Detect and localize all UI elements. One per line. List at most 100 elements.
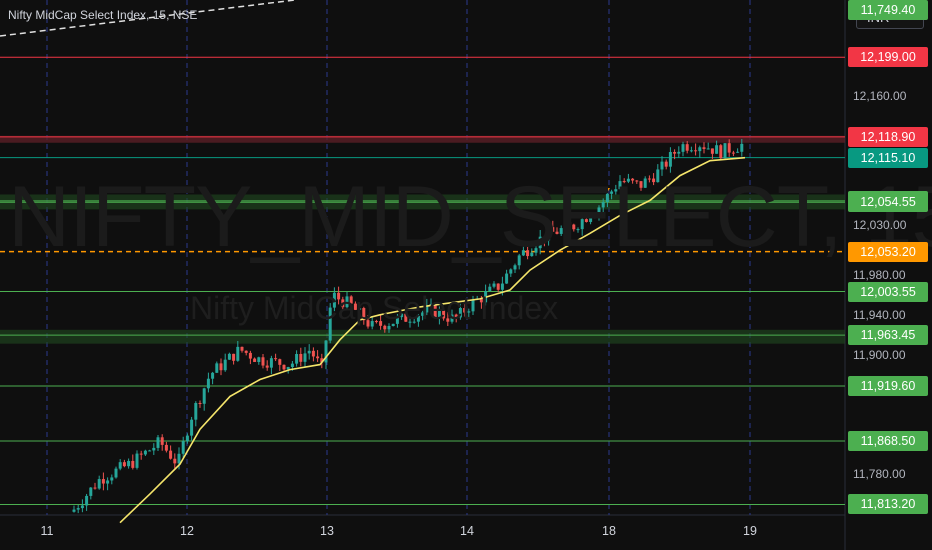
y-tick-label: 11,900.00 [853, 347, 906, 362]
candle-up [618, 181, 622, 190]
candle-up [437, 310, 441, 318]
candle-up [223, 359, 227, 371]
candle-down [374, 321, 378, 323]
candle-down [702, 147, 706, 149]
moving-average-line [119, 156, 746, 524]
candle-up [589, 217, 593, 222]
candle-up [689, 150, 693, 152]
price-label: 12,118.90 [848, 126, 928, 147]
candle-up [97, 479, 101, 489]
candle-down [299, 354, 303, 362]
candle-up [488, 286, 492, 292]
candle-up [563, 222, 567, 229]
candle-down [240, 346, 244, 351]
candle-up [660, 161, 664, 170]
candle-up [698, 147, 702, 152]
candle-up [668, 152, 672, 167]
candle-up [391, 323, 395, 327]
candle-down [383, 325, 387, 330]
candle-down [652, 178, 656, 183]
symbol-watermark: NIFTY_MID_SELECT, 15 [8, 169, 932, 265]
candle-down [572, 224, 576, 230]
candle-up [509, 269, 513, 274]
candle-down [496, 283, 500, 290]
x-tick-label: 12 [180, 524, 194, 538]
candle-down [198, 403, 202, 405]
price-label: 11,749.40 [848, 0, 928, 20]
candle-up [597, 207, 601, 215]
support-zone [0, 329, 845, 344]
candle-up [269, 358, 273, 368]
candle-up [106, 480, 110, 484]
candle-down [353, 303, 357, 310]
candle-down [622, 181, 626, 183]
price-label: 11,963.45 [848, 325, 928, 346]
candle-down [463, 308, 467, 313]
candle-up [257, 357, 261, 362]
candle-up [211, 372, 215, 379]
candle-up [114, 468, 118, 478]
candle-up [610, 191, 614, 194]
candle-down [584, 219, 588, 222]
candle-up [303, 353, 307, 362]
y-tick-label: 12,160.00 [853, 89, 907, 103]
candle-up [152, 447, 156, 451]
candle-down [169, 450, 173, 459]
candle-up [458, 308, 462, 318]
candle-up [723, 143, 727, 159]
candle-down [639, 181, 643, 188]
candle-up [135, 453, 139, 468]
candle-down [568, 222, 572, 225]
candle-up [227, 353, 231, 360]
candle-up [206, 378, 210, 389]
candle-down [551, 227, 555, 232]
candle-down [131, 460, 135, 468]
candle-down [248, 352, 252, 359]
candle-up [307, 350, 311, 354]
candle-up [513, 265, 517, 270]
x-tick-label: 14 [460, 524, 474, 538]
candle-down [542, 236, 546, 241]
candle-up [740, 143, 744, 152]
candle-up [194, 403, 198, 420]
candle-up [324, 340, 328, 363]
signal-marker [604, 188, 610, 193]
candle-down [316, 356, 320, 359]
candle-down [362, 308, 366, 321]
candle-up [614, 189, 618, 192]
candle-up [85, 495, 89, 506]
candle-up [143, 450, 147, 455]
candle-up [538, 236, 542, 249]
x-tick-label: 18 [602, 524, 616, 538]
candle-up [421, 312, 425, 316]
candle-down [139, 453, 143, 455]
candle-down [631, 178, 635, 181]
candle-up [295, 354, 299, 364]
candle-up [467, 311, 471, 313]
candle-down [93, 487, 97, 489]
candle-up [530, 252, 534, 257]
candle-up [471, 299, 475, 312]
candle-up [332, 292, 336, 308]
candle-down [122, 462, 126, 467]
candle-up [345, 296, 349, 308]
candle-up [286, 367, 290, 370]
candle-up [580, 219, 584, 230]
candle-down [164, 444, 168, 451]
candle-down [261, 357, 265, 366]
candle-up [681, 144, 685, 152]
candle-down [265, 365, 269, 368]
price-label: 12,054.55 [848, 192, 928, 213]
candle-down [647, 178, 651, 180]
candle-up [517, 255, 521, 266]
candle-down [337, 292, 341, 300]
candle-down [479, 298, 483, 303]
candle-down [731, 152, 735, 154]
y-tick-label: 11,940.00 [853, 307, 906, 322]
y-tick-label: 11,980.00 [853, 268, 906, 283]
candle-up [593, 214, 597, 218]
candle-up [425, 305, 429, 313]
x-tick-label: 19 [743, 524, 757, 538]
candle-down [442, 310, 446, 319]
